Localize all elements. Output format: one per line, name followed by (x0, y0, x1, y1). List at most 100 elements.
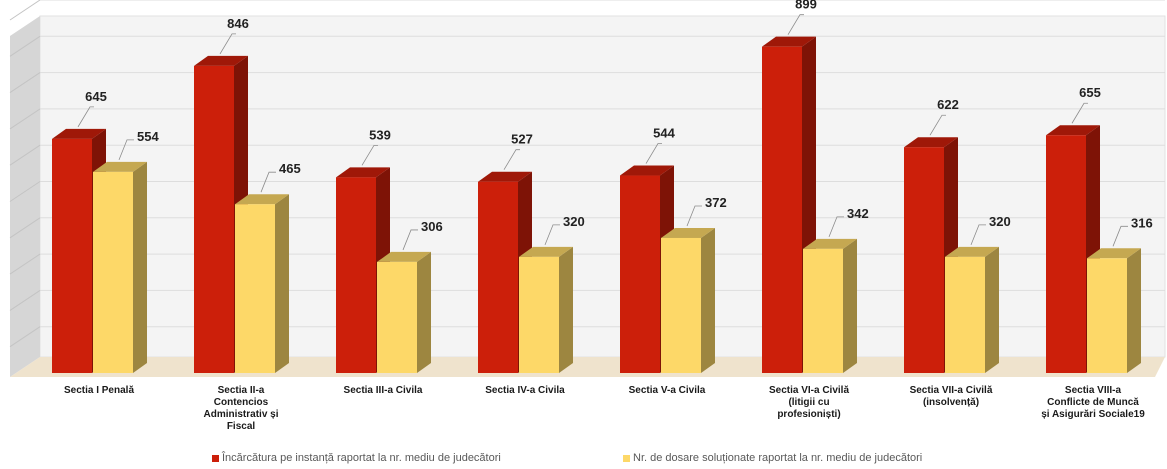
category-label: Sectia III-a Civila (344, 385, 423, 396)
leader-line (77, 106, 94, 128)
data-label: 899 (795, 0, 817, 12)
leader-line (686, 205, 702, 227)
bar-side (843, 238, 857, 373)
gridline-side (9, 108, 41, 130)
bar (93, 171, 133, 373)
bar-side (985, 246, 999, 373)
bar-top (235, 194, 289, 205)
data-label: 622 (937, 97, 959, 112)
bar (377, 261, 417, 373)
data-label: 554 (137, 129, 159, 144)
leader-line (361, 144, 378, 166)
side-wall (10, 16, 40, 377)
category-label-line: Administrativ și (203, 409, 278, 420)
data-label: 544 (653, 126, 675, 141)
category-label: Sectia VIII-a Conflicte de Muncă și Asigur… (1041, 385, 1145, 420)
bar (52, 138, 92, 373)
leader-line (828, 216, 844, 238)
bar-side (559, 246, 573, 373)
data-label: 342 (847, 206, 869, 221)
data-label: 320 (989, 214, 1011, 229)
leader-line (970, 224, 986, 245)
leader-line (929, 114, 946, 136)
data-label: 655 (1079, 85, 1101, 100)
bar-side (133, 161, 147, 373)
leader-line (219, 33, 236, 55)
category-label-line: Fiscal (227, 421, 256, 432)
data-label: 527 (511, 132, 533, 147)
leader-line (260, 171, 276, 193)
data-label: 316 (1131, 215, 1153, 230)
category-label-line: Sectia IV-a Civila (485, 385, 565, 396)
category-label: Sectia II-a Contencios Administrativ și Fis… (203, 385, 278, 432)
data-label: 846 (227, 16, 249, 31)
bar-chart-canvas: 645 554 846 465 539 306 527 320 544 372 899 342 622 3… (9, 0, 1166, 432)
bar-top (93, 161, 147, 172)
category-label-line: Conflicte de Muncă (1047, 397, 1139, 408)
category-label-line: Sectia II-a (218, 385, 265, 396)
leader-line (1071, 102, 1088, 124)
bar-top (803, 238, 857, 249)
bar (235, 204, 275, 373)
gridline-side (9, 72, 41, 94)
floor (10, 357, 1165, 377)
bar (478, 181, 518, 373)
bar (620, 175, 660, 373)
bar (1087, 258, 1127, 373)
bar-side (275, 194, 289, 373)
data-label: 645 (85, 89, 107, 104)
gridline-side (9, 181, 41, 202)
bar-top (478, 171, 532, 182)
legend-swatch-red (212, 454, 219, 462)
bar-top (904, 137, 958, 148)
leader-line (118, 139, 134, 161)
bar (194, 65, 234, 373)
category-label-line: și Asigurări Sociale19 (1041, 409, 1145, 420)
category-label-line: Sectia VIII-a (1065, 385, 1122, 396)
legend-item-series-1: Încărcătura pe instanță raportat la nr. … (212, 452, 501, 464)
leader-line (402, 229, 418, 251)
bar (945, 256, 985, 373)
leader-line (544, 224, 560, 245)
category-label: Sectia V-a Civila (629, 385, 706, 396)
bar (762, 46, 802, 374)
bar-side (1127, 248, 1141, 373)
category-label-line: profesioniști) (777, 409, 840, 420)
category-label: Sectia I Penală (64, 385, 134, 396)
category-label: Sectia IV-a Civila (485, 385, 565, 396)
bar-top (945, 246, 999, 257)
legend-swatch-yellow (623, 454, 630, 462)
category-label-line: Sectia V-a Civila (629, 385, 706, 396)
bar-side (701, 227, 715, 373)
gridline-side (9, 0, 41, 21)
bar-top (661, 227, 715, 238)
leader-line (645, 143, 662, 164)
bar (904, 147, 944, 373)
bar-top (762, 36, 816, 47)
data-label: 372 (705, 195, 727, 210)
leader-line (787, 14, 804, 35)
bar-side (417, 251, 431, 373)
data-label: 320 (563, 214, 585, 229)
bar-top (1046, 125, 1100, 136)
bar-top (194, 55, 248, 66)
bar (803, 248, 843, 373)
bar (661, 237, 701, 373)
data-label: 465 (279, 161, 301, 176)
category-label: Sectia VI-a Civilă (litigii cu profesioniș… (769, 385, 849, 420)
category-label-line: Sectia VII-a Civilă (910, 385, 993, 396)
bar (519, 256, 559, 373)
leader-line (503, 149, 520, 170)
bar-top (519, 246, 573, 257)
category-label: Sectia VII-a Civilă (insolvență) (910, 385, 993, 408)
gridline-side (9, 217, 41, 239)
legend: Încărcătura pe instanță raportat la nr. … (0, 452, 1167, 468)
legend-label-series-1: Încărcătura pe instanță raportat la nr. … (222, 452, 501, 464)
leader-line (1112, 225, 1128, 247)
category-label-line: (litigii cu (788, 397, 829, 408)
bar (336, 177, 376, 373)
bar-top (336, 167, 390, 178)
gridline-side (9, 35, 41, 57)
data-label: 306 (421, 219, 443, 234)
